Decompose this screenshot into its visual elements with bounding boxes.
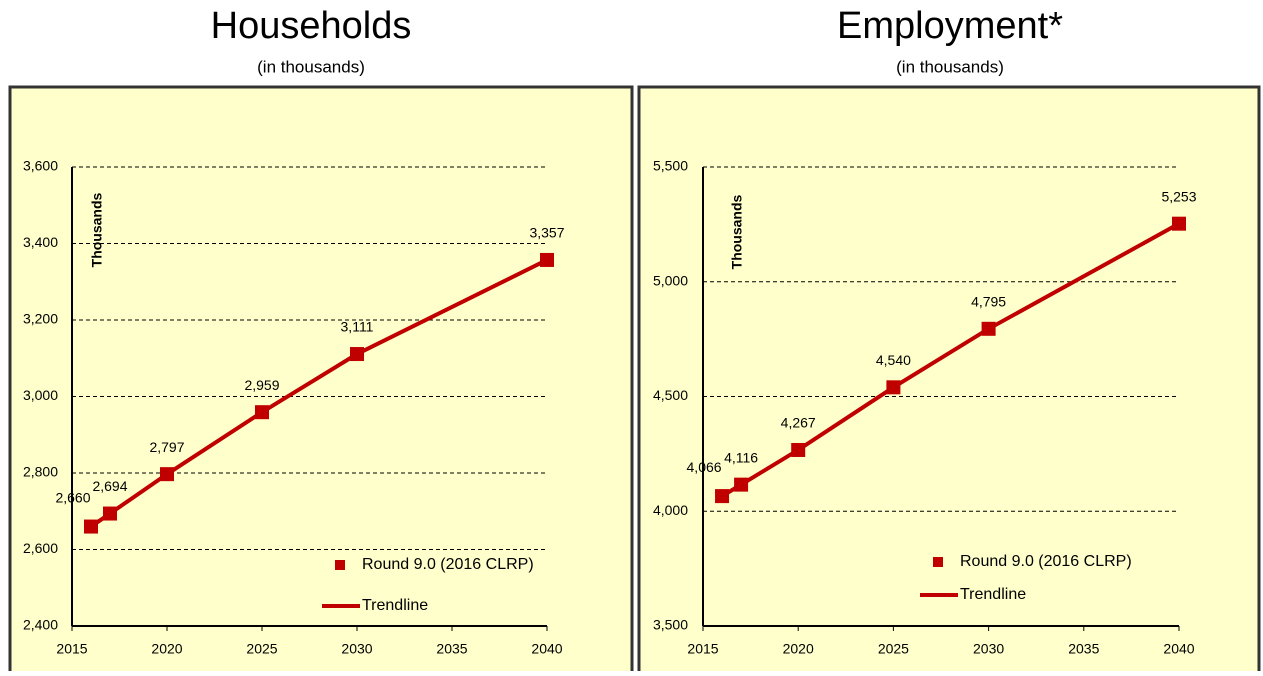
chart-subtitle: (in thousands) (896, 57, 1004, 76)
data-label: 3,111 (341, 319, 374, 335)
x-tick-label: 2025 (246, 641, 277, 657)
x-tick-label: 2040 (531, 641, 562, 657)
legend-label: Round 9.0 (2016 CLRP) (362, 556, 534, 573)
data-label: 4,116 (724, 449, 758, 465)
data-label: 2,797 (149, 439, 184, 455)
x-tick-label: 2015 (56, 641, 87, 657)
panel (637, 85, 1261, 676)
marker (103, 506, 117, 521)
marker (540, 252, 554, 267)
chart-subtitle: (in thousands) (257, 57, 365, 76)
y-tick-label: 5,500 (653, 158, 688, 174)
y-tick-label: 4,000 (653, 502, 688, 518)
y-tick-label: 2,400 (23, 617, 58, 633)
chart-title: Households (211, 5, 412, 47)
x-tick-label: 2030 (341, 641, 372, 657)
y-tick-label: 3,500 (653, 617, 688, 633)
data-label: 4,066 (687, 459, 722, 475)
y-tick-label: 5,000 (653, 272, 688, 288)
y-tick-label: 3,400 (23, 234, 58, 250)
marker (981, 321, 996, 336)
marker (255, 405, 269, 420)
x-tick-label: 2015 (687, 641, 718, 657)
legend-label: Trendline (960, 586, 1026, 603)
x-tick-label: 2035 (1068, 641, 1099, 657)
data-label: 2,959 (244, 377, 279, 393)
marker (1172, 216, 1186, 231)
data-label: 4,540 (876, 352, 911, 368)
legend-marker (335, 560, 345, 570)
y-axis-label: Thousands (89, 192, 105, 267)
legend-marker (933, 557, 943, 567)
y-tick-label: 4,500 (653, 387, 688, 403)
x-tick-label: 2030 (973, 641, 1004, 657)
data-label: 3,357 (529, 225, 564, 241)
y-tick-label: 3,200 (23, 311, 58, 327)
x-tick-label: 2025 (878, 641, 909, 657)
data-label: 4,267 (781, 415, 816, 431)
marker (734, 477, 749, 492)
marker (791, 442, 806, 457)
y-tick-label: 3,600 (23, 158, 58, 174)
legend-label: Trendline (362, 597, 428, 614)
marker (886, 380, 901, 395)
y-axis-label: Thousands (729, 194, 745, 269)
data-label: 2,694 (92, 478, 127, 494)
x-tick-label: 2035 (436, 641, 467, 657)
marker (715, 489, 730, 504)
marker (84, 519, 98, 534)
legend-label: Round 9.0 (2016 CLRP) (960, 553, 1132, 570)
chart-title: Employment* (837, 5, 1063, 47)
panel (8, 85, 634, 676)
x-tick-label: 2040 (1163, 641, 1194, 657)
marker (160, 467, 174, 482)
x-tick-label: 2020 (783, 641, 814, 657)
x-tick-label: 2020 (151, 641, 182, 657)
y-tick-label: 2,600 (23, 540, 58, 556)
data-label: 2,660 (55, 489, 90, 505)
data-label: 5,253 (1161, 188, 1196, 204)
data-label: 4,795 (971, 294, 1006, 310)
y-tick-label: 3,000 (23, 387, 58, 403)
marker (350, 347, 364, 362)
y-tick-label: 2,800 (23, 464, 58, 480)
